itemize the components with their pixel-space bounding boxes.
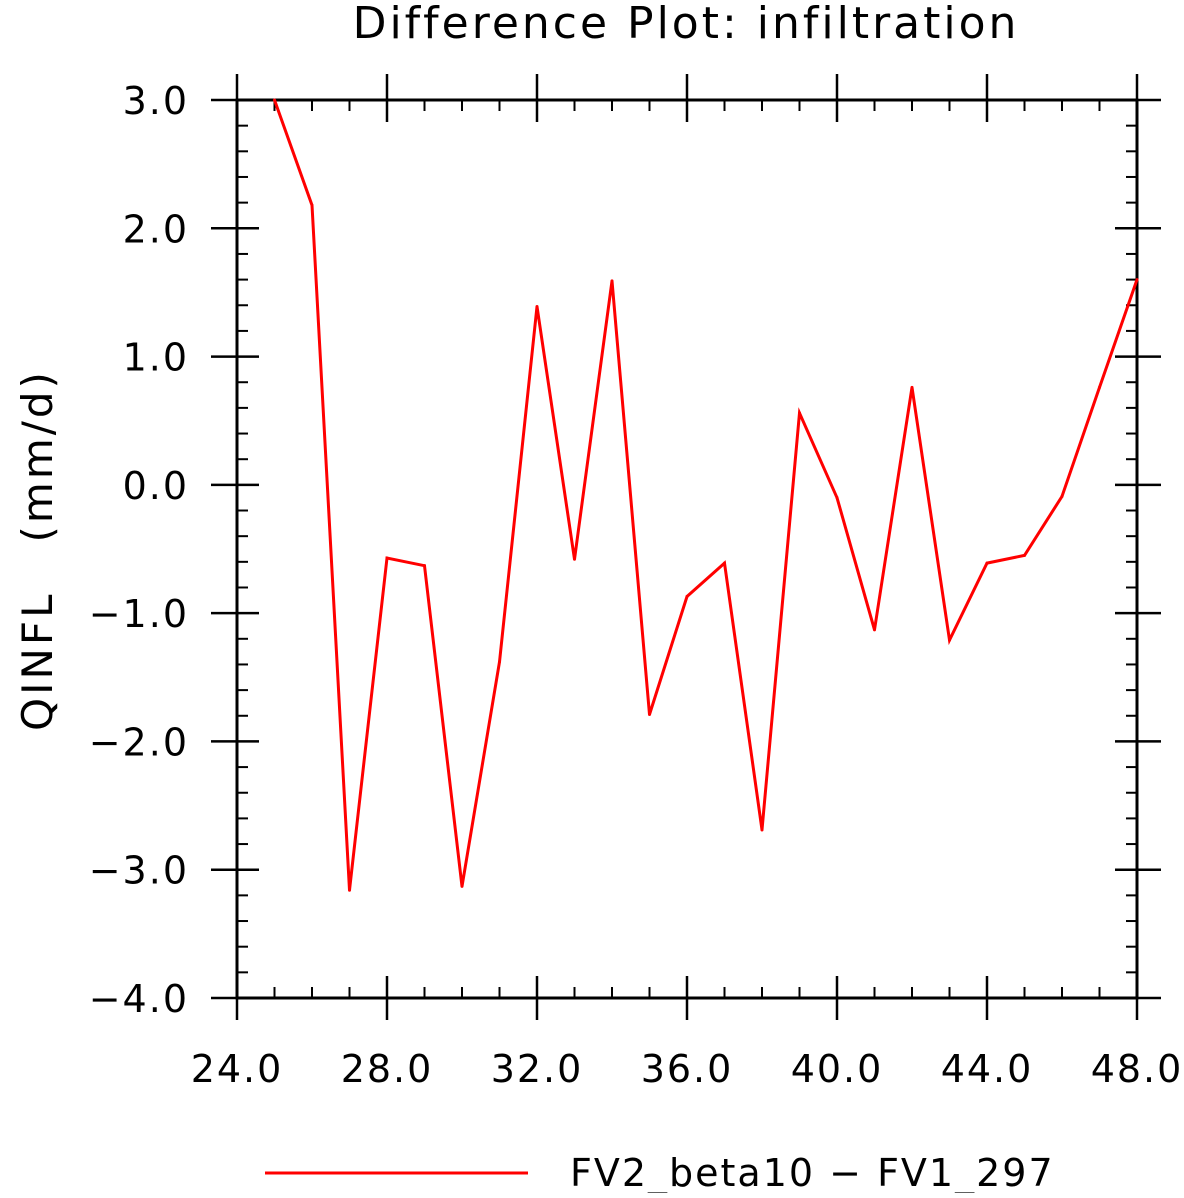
series-group	[273, 98, 1139, 892]
data-point	[873, 628, 876, 632]
data-point	[348, 888, 351, 892]
data-point	[1060, 494, 1064, 498]
data-point	[385, 556, 389, 560]
y-tick-label: −2.0	[89, 720, 189, 764]
y-tick-label: 1.0	[123, 336, 189, 380]
y-tick-label: −3.0	[89, 849, 189, 893]
y-tick-label: 0.0	[123, 464, 189, 508]
legend: FV2_beta10 − FV1_297	[265, 1151, 1055, 1195]
y-tick-labels: 3.0 2.0 1.0 0.0 −1.0 −2.0 −3.0 −4.0	[89, 79, 189, 1021]
axis-ticks	[211, 74, 1161, 1020]
data-point	[723, 561, 726, 565]
data-point	[460, 884, 464, 888]
series-line	[273, 99, 1139, 891]
y-tick-label: 2.0	[123, 207, 189, 251]
data-point	[573, 557, 576, 561]
data-point	[648, 712, 651, 716]
y-axis-label: QINFL (mm/d)	[13, 369, 62, 731]
x-tick-label: 28.0	[341, 1047, 434, 1091]
legend-label: FV2_beta10 − FV1_297	[570, 1151, 1055, 1193]
data-point	[1135, 278, 1139, 282]
data-point	[685, 594, 689, 598]
x-tick-label: 36.0	[641, 1047, 734, 1091]
data-point	[798, 411, 801, 415]
x-tick-label: 24.0	[191, 1047, 284, 1091]
data-point	[610, 279, 614, 283]
data-point	[423, 564, 426, 568]
data-point	[273, 98, 276, 102]
data-point	[310, 203, 314, 207]
data-point	[498, 660, 501, 664]
data-point	[985, 561, 989, 565]
data-point	[835, 496, 839, 500]
data-point	[760, 828, 764, 832]
x-tick-label: 44.0	[941, 1047, 1034, 1091]
data-point	[1023, 553, 1026, 557]
y-tick-label: −4.0	[89, 977, 189, 1021]
data-point	[1098, 385, 1101, 389]
x-tick-label: 40.0	[791, 1047, 884, 1091]
data-point	[535, 305, 539, 309]
x-tick-labels: 24.0 28.0 32.0 36.0 40.0 44.0 48.0	[191, 1047, 1184, 1091]
y-tick-label: −1.0	[89, 592, 189, 636]
plot-frame	[235, 98, 1139, 1000]
chart-title: Difference Plot: infiltration	[353, 0, 1020, 49]
y-tick-label: 3.0	[123, 79, 189, 123]
x-tick-label: 48.0	[1091, 1047, 1184, 1091]
x-tick-label: 32.0	[491, 1047, 584, 1091]
data-point	[910, 385, 914, 389]
data-point	[948, 638, 951, 642]
